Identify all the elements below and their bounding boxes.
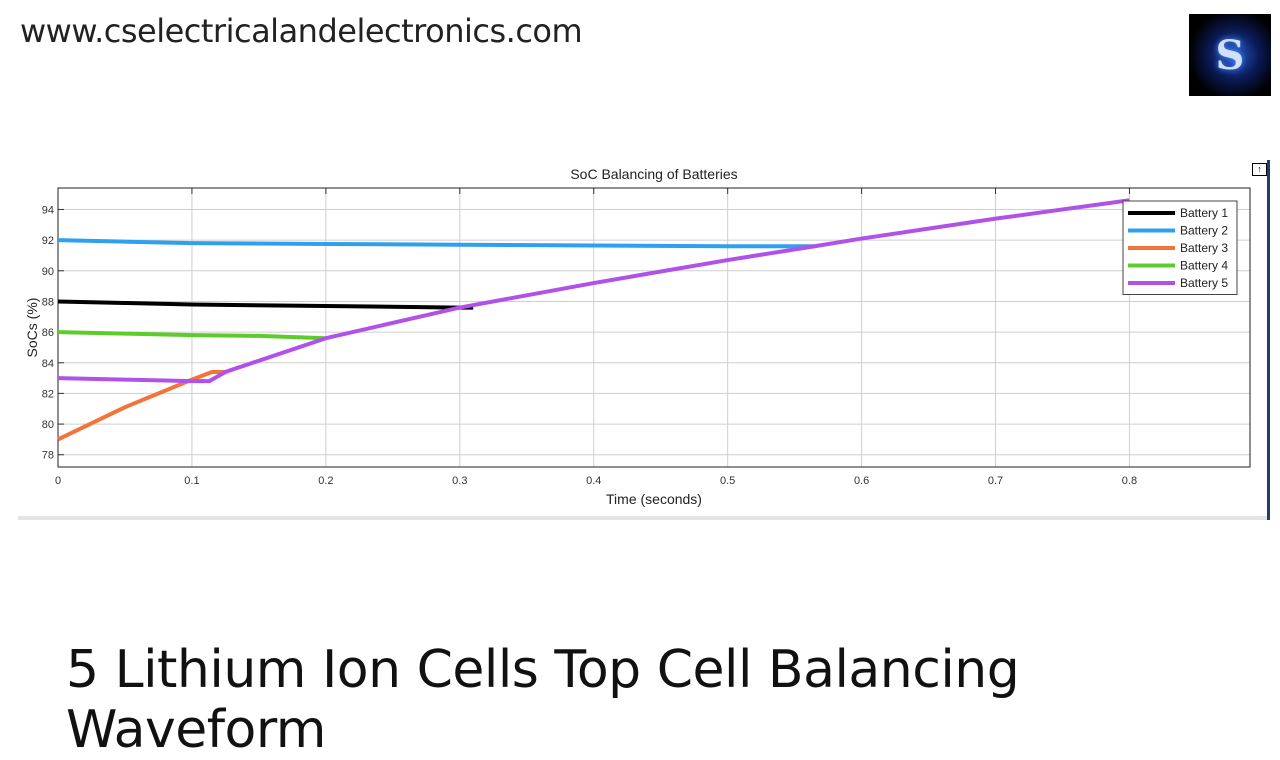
x-tick-label: 0.8	[1122, 475, 1137, 487]
y-tick-label: 88	[42, 296, 54, 308]
y-tick-label: 78	[42, 450, 54, 462]
series-line-battery-2	[57, 238, 815, 249]
x-axis-label: Time (seconds)	[606, 491, 702, 507]
plot-frame	[57, 187, 1251, 468]
site-logo: S	[1189, 14, 1271, 96]
y-tick-label: 82	[42, 388, 54, 400]
x-tick-label: 0.4	[586, 475, 601, 487]
y-tick-label: 84	[42, 358, 54, 370]
y-tick-label: 90	[42, 266, 54, 278]
caption: 5 Lithium Ion Cells Top Cell Balancing W…	[66, 640, 1020, 760]
series-line-battery-5	[57, 198, 1130, 384]
figure-side-bar	[1267, 160, 1270, 520]
y-tick-label: 86	[42, 327, 54, 339]
y-axis-label: SoCs (%)	[24, 298, 40, 358]
y-tick-label: 80	[42, 419, 54, 431]
undock-button[interactable]: ↑	[1252, 163, 1267, 176]
site-url: www.cselectricalandelectronics.com	[20, 12, 583, 50]
x-tick-label: 0.2	[318, 475, 333, 487]
series-line-battery-4	[57, 330, 326, 341]
plot-area	[58, 188, 1250, 467]
chart-title: SoC Balancing of Batteries	[570, 166, 737, 182]
x-tick-label: 0.6	[854, 475, 869, 487]
y-tick-label: 94	[42, 204, 54, 216]
figure-bottom-border	[18, 516, 1270, 520]
y-tick-label: 92	[42, 235, 54, 247]
x-tick-label: 0.3	[452, 475, 467, 487]
legend-label: Battery 1	[1180, 206, 1228, 220]
legend-label: Battery 3	[1180, 241, 1228, 255]
x-tick-label: 0.7	[988, 475, 1003, 487]
legend-label: Battery 4	[1180, 259, 1228, 273]
logo-letter: S	[1215, 31, 1245, 79]
x-tick-label: 0	[55, 475, 61, 487]
legend-label: Battery 2	[1180, 224, 1228, 238]
legend-label: Battery 5	[1180, 276, 1228, 290]
soc-chart: 0 0.1 0.2 0.3 0.4 0.5 0.6 0.7 0.8 78 80 82 84 86 88 90 9…	[24, 166, 1251, 507]
x-tick-label: 0.5	[720, 475, 735, 487]
x-tick-label: 0.1	[184, 475, 199, 487]
